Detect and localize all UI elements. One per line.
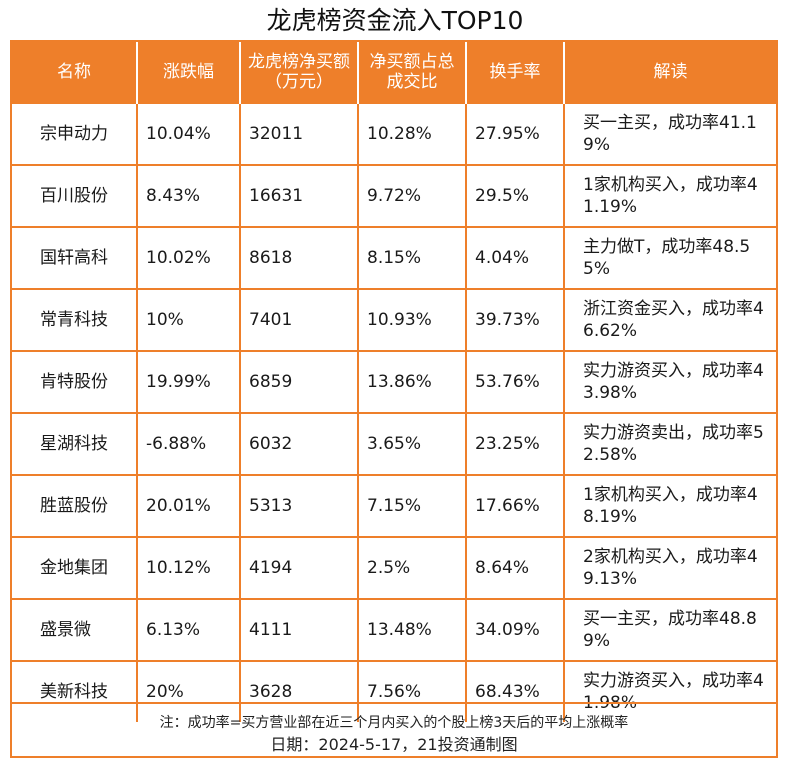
cell-interpretation: 实力游资买入，成功率41.98% bbox=[563, 660, 776, 722]
cell-turnover: 27.95% bbox=[465, 102, 564, 165]
table-row: 胜蓝股份 20.01% 5313 7.15% 17.66% 1家机构买入，成功率… bbox=[12, 474, 776, 537]
cell-net-buy: 6859 bbox=[239, 350, 358, 413]
cell-change: 10.02% bbox=[136, 226, 240, 289]
cell-interpretation: 买一主买，成功率41.19% bbox=[563, 102, 776, 165]
cell-name: 肯特股份 bbox=[12, 350, 137, 413]
cell-net-buy: 8618 bbox=[239, 226, 358, 289]
table-row: 国轩高科 10.02% 8618 8.15% 4.04% 主力做T，成功率48.… bbox=[12, 226, 776, 289]
cell-change: 10% bbox=[136, 288, 240, 351]
cell-ratio: 2.5% bbox=[357, 536, 466, 599]
header-turnover: 换手率 bbox=[465, 42, 564, 103]
cell-change: -6.88% bbox=[136, 412, 240, 475]
cell-turnover: 39.73% bbox=[465, 288, 564, 351]
cell-turnover: 17.66% bbox=[465, 474, 564, 537]
source-date: 日期：2024-5-17，21投资通制图 bbox=[270, 735, 518, 754]
table-row: 肯特股份 19.99% 6859 13.86% 53.76% 实力游资买入，成功… bbox=[12, 350, 776, 413]
cell-ratio: 13.86% bbox=[357, 350, 466, 413]
table-footer: 注：成功率=买方营业部在近三个月内买入的个股上榜3天后的平均上涨概率 日期：20… bbox=[12, 702, 776, 758]
cell-ratio: 13.48% bbox=[357, 598, 466, 661]
cell-interpretation: 浙江资金买入，成功率46.62% bbox=[563, 288, 776, 351]
cell-net-buy: 7401 bbox=[239, 288, 358, 351]
cell-net-buy: 4111 bbox=[239, 598, 358, 661]
cell-turnover: 34.09% bbox=[465, 598, 564, 661]
cell-interpretation: 实力游资卖出，成功率52.58% bbox=[563, 412, 776, 475]
cell-ratio: 8.15% bbox=[357, 226, 466, 289]
cell-change: 19.99% bbox=[136, 350, 240, 413]
cell-name: 百川股份 bbox=[12, 164, 137, 227]
cell-net-buy: 32011 bbox=[239, 102, 358, 165]
cell-name: 国轩高科 bbox=[12, 226, 137, 289]
cell-change: 10.12% bbox=[136, 536, 240, 599]
cell-name: 常青科技 bbox=[12, 288, 137, 351]
cell-name: 盛景微 bbox=[12, 598, 137, 661]
cell-ratio: 7.15% bbox=[357, 474, 466, 537]
cell-interpretation: 1家机构买入，成功率48.19% bbox=[563, 474, 776, 537]
page-title: 龙虎榜资金流入TOP10 bbox=[266, 6, 524, 35]
fund-inflow-table: 名称 涨跌幅 龙虎榜净买额（万元） 净买额占总成交比 换手率 解读 宗申动力 1… bbox=[12, 42, 776, 722]
table-frame: 名称 涨跌幅 龙虎榜净买额（万元） 净买额占总成交比 换手率 解读 宗申动力 1… bbox=[10, 40, 778, 758]
cell-name: 金地集团 bbox=[12, 536, 137, 599]
cell-net-buy: 3628 bbox=[239, 660, 358, 722]
cell-net-buy: 4194 bbox=[239, 536, 358, 599]
table-row: 星湖科技 -6.88% 6032 3.65% 23.25% 实力游资卖出，成功率… bbox=[12, 412, 776, 475]
cell-ratio: 10.28% bbox=[357, 102, 466, 165]
cell-change: 20.01% bbox=[136, 474, 240, 537]
cell-interpretation: 2家机构买入，成功率49.13% bbox=[563, 536, 776, 599]
cell-interpretation: 买一主买，成功率48.89% bbox=[563, 598, 776, 661]
header-ratio: 净买额占总成交比 bbox=[357, 42, 466, 103]
cell-name: 宗申动力 bbox=[12, 102, 137, 165]
header-change: 涨跌幅 bbox=[136, 42, 240, 103]
cell-ratio: 3.65% bbox=[357, 412, 466, 475]
cell-turnover: 23.25% bbox=[465, 412, 564, 475]
cell-net-buy: 6032 bbox=[239, 412, 358, 475]
cell-net-buy: 16631 bbox=[239, 164, 358, 227]
table-row: 盛景微 6.13% 4111 13.48% 34.09% 买一主买，成功率48.… bbox=[12, 598, 776, 661]
cell-interpretation: 实力游资买入，成功率43.98% bbox=[563, 350, 776, 413]
cell-net-buy: 5313 bbox=[239, 474, 358, 537]
cell-name: 美新科技 bbox=[12, 660, 137, 722]
footnote: 注：成功率=买方营业部在近三个月内买入的个股上榜3天后的平均上涨概率 bbox=[159, 715, 629, 731]
cell-ratio: 7.56% bbox=[357, 660, 466, 722]
table-header-row: 名称 涨跌幅 龙虎榜净买额（万元） 净买额占总成交比 换手率 解读 bbox=[12, 42, 776, 103]
header-interpretation: 解读 bbox=[563, 42, 776, 103]
cell-interpretation: 主力做T，成功率48.55% bbox=[563, 226, 776, 289]
cell-turnover: 4.04% bbox=[465, 226, 564, 289]
cell-name: 胜蓝股份 bbox=[12, 474, 137, 537]
cell-name: 星湖科技 bbox=[12, 412, 137, 475]
cell-interpretation: 1家机构买入，成功率41.19% bbox=[563, 164, 776, 227]
cell-ratio: 9.72% bbox=[357, 164, 466, 227]
cell-turnover: 53.76% bbox=[465, 350, 564, 413]
table-row: 金地集团 10.12% 4194 2.5% 8.64% 2家机构买入，成功率49… bbox=[12, 536, 776, 599]
cell-turnover: 29.5% bbox=[465, 164, 564, 227]
table-row: 常青科技 10% 7401 10.93% 39.73% 浙江资金买入，成功率46… bbox=[12, 288, 776, 351]
cell-turnover: 8.64% bbox=[465, 536, 564, 599]
table-row: 宗申动力 10.04% 32011 10.28% 27.95% 买一主买，成功率… bbox=[12, 102, 776, 165]
table-row: 美新科技 20% 3628 7.56% 68.43% 实力游资买入，成功率41.… bbox=[12, 660, 776, 722]
cell-change: 8.43% bbox=[136, 164, 240, 227]
cell-change: 6.13% bbox=[136, 598, 240, 661]
header-name: 名称 bbox=[12, 42, 137, 103]
cell-change: 10.04% bbox=[136, 102, 240, 165]
table-row: 百川股份 8.43% 16631 9.72% 29.5% 1家机构买入，成功率4… bbox=[12, 164, 776, 227]
cell-ratio: 10.93% bbox=[357, 288, 466, 351]
cell-change: 20% bbox=[136, 660, 240, 722]
header-net-buy: 龙虎榜净买额（万元） bbox=[239, 42, 358, 103]
cell-turnover: 68.43% bbox=[465, 660, 564, 722]
